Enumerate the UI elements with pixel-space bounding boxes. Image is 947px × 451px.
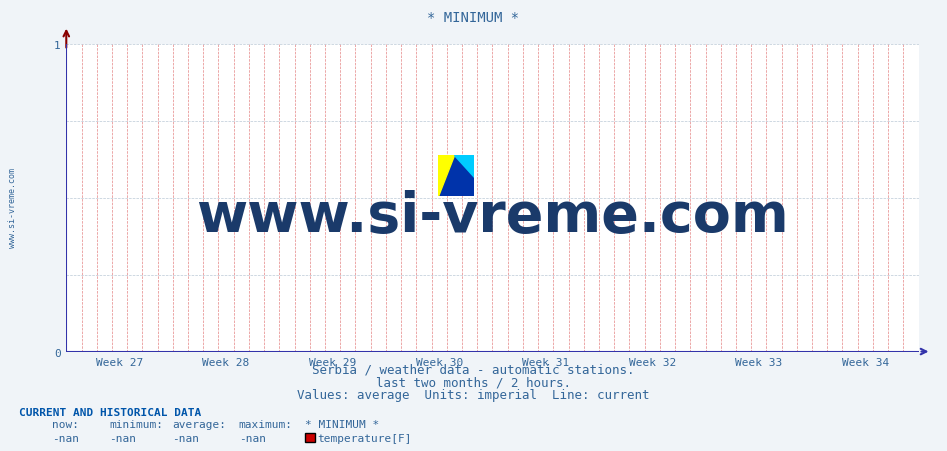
Text: * MINIMUM *: * MINIMUM * xyxy=(305,419,379,429)
Text: maximum:: maximum: xyxy=(239,419,293,429)
Text: -nan: -nan xyxy=(239,433,266,443)
Text: -nan: -nan xyxy=(172,433,200,443)
Text: -nan: -nan xyxy=(52,433,80,443)
Text: CURRENT AND HISTORICAL DATA: CURRENT AND HISTORICAL DATA xyxy=(19,407,201,417)
Text: Values: average  Units: imperial  Line: current: Values: average Units: imperial Line: cu… xyxy=(297,388,650,401)
Polygon shape xyxy=(438,156,474,196)
Text: temperature[F]: temperature[F] xyxy=(317,433,412,443)
Text: www.si-vreme.com: www.si-vreme.com xyxy=(196,190,789,244)
Text: average:: average: xyxy=(172,419,226,429)
Text: minimum:: minimum: xyxy=(109,419,163,429)
Text: * MINIMUM *: * MINIMUM * xyxy=(427,11,520,25)
Text: last two months / 2 hours.: last two months / 2 hours. xyxy=(376,376,571,389)
Text: www.si-vreme.com: www.si-vreme.com xyxy=(8,168,17,247)
Text: now:: now: xyxy=(52,419,80,429)
Polygon shape xyxy=(438,156,454,196)
Polygon shape xyxy=(454,156,474,178)
Text: -nan: -nan xyxy=(109,433,136,443)
Text: Serbia / weather data - automatic stations.: Serbia / weather data - automatic statio… xyxy=(313,363,634,376)
